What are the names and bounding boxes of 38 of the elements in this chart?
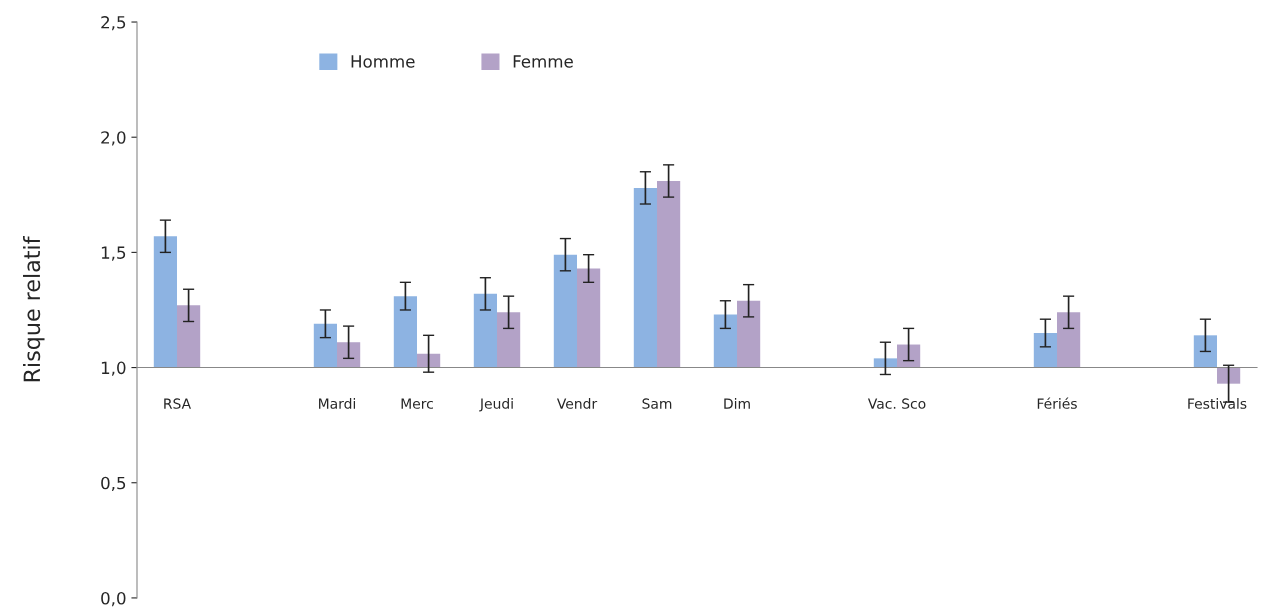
bar xyxy=(1033,333,1057,368)
x-tick-label: RSA xyxy=(164,398,191,409)
x-tick-label: Vendr xyxy=(556,398,598,409)
x-tick-label: Vac. Sco xyxy=(867,398,926,409)
y-tick-label: 1,5 xyxy=(101,246,126,261)
x-tick-label: Dim xyxy=(724,398,750,409)
bar xyxy=(633,187,657,368)
y-axis-title: Risque relatif xyxy=(23,236,45,382)
y-tick-label: 0,0 xyxy=(101,591,126,607)
bar xyxy=(497,312,521,368)
legend-label: Homme xyxy=(351,55,415,68)
bar xyxy=(153,236,177,368)
y-tick-label: 2,5 xyxy=(101,15,126,31)
x-tick-label: Festivals xyxy=(1188,398,1247,409)
bar xyxy=(313,323,337,368)
bar xyxy=(873,358,897,368)
legend-label: Femme xyxy=(513,55,573,68)
bar xyxy=(1217,367,1241,384)
bar xyxy=(177,305,201,368)
y-tick-label: 1,0 xyxy=(101,361,126,376)
y-tick-label: 0,5 xyxy=(101,476,126,492)
bar xyxy=(1057,312,1081,368)
x-tick-label: Jeudi xyxy=(479,398,513,412)
y-tick-label: 2,0 xyxy=(101,131,126,146)
bar xyxy=(737,300,761,368)
bar xyxy=(473,293,497,368)
x-tick-label: Fériés xyxy=(1037,397,1077,409)
bar xyxy=(713,314,737,368)
bar xyxy=(1193,335,1217,368)
bar xyxy=(393,296,417,368)
bar xyxy=(657,180,681,368)
x-tick-label: Mardi xyxy=(319,398,356,409)
x-tick-label: Merc xyxy=(401,398,433,409)
x-tick-label: Sam xyxy=(642,398,672,409)
bar xyxy=(337,342,361,368)
bar xyxy=(897,344,921,368)
bar xyxy=(577,268,601,368)
bar xyxy=(553,254,577,368)
